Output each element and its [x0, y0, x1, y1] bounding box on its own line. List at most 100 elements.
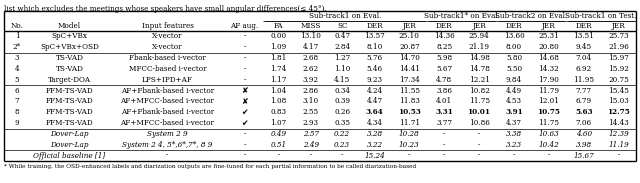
Text: -: -	[166, 152, 169, 160]
Text: 11.79: 11.79	[538, 87, 559, 95]
Text: DER: DER	[436, 22, 452, 30]
Text: 10.01: 10.01	[468, 108, 491, 116]
Text: 3.77: 3.77	[436, 119, 452, 127]
Text: 21.19: 21.19	[468, 43, 490, 51]
Text: 10.75: 10.75	[538, 108, 560, 116]
Text: 11.71: 11.71	[399, 119, 420, 127]
Text: FFM-TS-VAD: FFM-TS-VAD	[45, 97, 93, 105]
Text: 14.41: 14.41	[399, 65, 420, 73]
Text: 8.10: 8.10	[366, 43, 383, 51]
Text: -: -	[310, 152, 312, 160]
Text: Input features: Input features	[141, 22, 193, 30]
Text: 15.92: 15.92	[608, 65, 629, 73]
Text: 14.36: 14.36	[434, 32, 454, 40]
Text: 1.07: 1.07	[271, 119, 287, 127]
Text: 4: 4	[15, 65, 19, 73]
Text: -: -	[243, 141, 246, 149]
Text: 2.49: 2.49	[303, 141, 319, 149]
Text: 7.06: 7.06	[575, 119, 592, 127]
Text: -: -	[243, 32, 246, 40]
Text: 2.84: 2.84	[334, 43, 350, 51]
Text: 5.67: 5.67	[436, 65, 452, 73]
Text: 10.63: 10.63	[538, 130, 559, 138]
Text: 4.60: 4.60	[575, 130, 592, 138]
Text: MISS: MISS	[301, 22, 321, 30]
Text: 13.60: 13.60	[504, 32, 524, 40]
Text: DER: DER	[575, 22, 592, 30]
Text: 2.68: 2.68	[303, 54, 319, 62]
Text: 2*: 2*	[13, 43, 21, 51]
Text: 10.28: 10.28	[399, 130, 420, 138]
Text: -: -	[341, 152, 344, 160]
Text: TS-VAD: TS-VAD	[56, 65, 83, 73]
Text: 17.90: 17.90	[538, 76, 559, 84]
Text: 0.34: 0.34	[334, 87, 350, 95]
Text: 8.00: 8.00	[506, 43, 522, 51]
Text: 6: 6	[15, 87, 19, 95]
Text: 2.93: 2.93	[303, 119, 319, 127]
Text: 11.75: 11.75	[538, 119, 559, 127]
Text: -: -	[548, 152, 550, 160]
Text: System 2 4, 5*,6*,7*, 8 9: System 2 4, 5*,6*,7*, 8 9	[122, 141, 212, 149]
Text: AF aug.: AF aug.	[230, 22, 259, 30]
Text: 25.31: 25.31	[538, 32, 559, 40]
Text: list which excludes the meetings whose speakers have small angular differences(≤: list which excludes the meetings whose s…	[4, 5, 327, 13]
Text: 1: 1	[15, 32, 19, 40]
Text: 4.78: 4.78	[436, 76, 452, 84]
Text: X-vector: X-vector	[152, 43, 182, 51]
Text: 0.39: 0.39	[334, 97, 350, 105]
Text: 10.82: 10.82	[468, 87, 490, 95]
Text: SC: SC	[337, 22, 348, 30]
Text: 4.47: 4.47	[367, 97, 383, 105]
Text: 15.03: 15.03	[608, 97, 629, 105]
Text: 4.01: 4.01	[436, 97, 452, 105]
Text: 3.92: 3.92	[303, 76, 319, 84]
Text: Fbank-based i-vector: Fbank-based i-vector	[129, 54, 206, 62]
Text: 15.24: 15.24	[364, 152, 385, 160]
Text: Sub-track1* on Eval.: Sub-track1* on Eval.	[424, 12, 500, 20]
Text: System 2 9: System 2 9	[147, 130, 188, 138]
Text: AF+Fbank-based i-vector: AF+Fbank-based i-vector	[121, 108, 214, 116]
Text: AF+Fbank-based i-vector: AF+Fbank-based i-vector	[121, 87, 214, 95]
Text: 8.25: 8.25	[436, 43, 452, 51]
Text: FA: FA	[274, 22, 284, 30]
Text: 5.50: 5.50	[506, 65, 522, 73]
Text: Model: Model	[58, 22, 81, 30]
Text: 9: 9	[15, 119, 19, 127]
Text: -: -	[243, 76, 246, 84]
Text: Sub-track1 on Test.: Sub-track1 on Test.	[566, 12, 637, 20]
Text: 9.45: 9.45	[575, 43, 592, 51]
Text: 6.79: 6.79	[575, 97, 592, 105]
Text: 11.75: 11.75	[468, 97, 490, 105]
Text: 5.98: 5.98	[436, 54, 452, 62]
Text: -: -	[478, 152, 481, 160]
Text: 5.63: 5.63	[575, 108, 593, 116]
Text: 13.57: 13.57	[364, 32, 385, 40]
Text: 5.76: 5.76	[367, 54, 383, 62]
Text: 14.98: 14.98	[468, 54, 490, 62]
Text: 14.43: 14.43	[608, 119, 629, 127]
Text: 1.81: 1.81	[271, 54, 287, 62]
Text: -: -	[478, 130, 481, 138]
Text: 3.23: 3.23	[506, 141, 522, 149]
Text: 7: 7	[15, 97, 19, 105]
Text: JER: JER	[612, 22, 625, 30]
Text: Dover-Lap: Dover-Lap	[50, 130, 88, 138]
Text: 14.78: 14.78	[468, 65, 490, 73]
Text: 0.23: 0.23	[334, 141, 350, 149]
Text: 0.47: 0.47	[334, 32, 350, 40]
Text: 25.73: 25.73	[608, 32, 629, 40]
Text: DER: DER	[506, 22, 522, 30]
Text: 21.96: 21.96	[608, 43, 629, 51]
Text: 11.83: 11.83	[399, 97, 420, 105]
Text: 3.31: 3.31	[435, 108, 453, 116]
Text: -: -	[243, 54, 246, 62]
Text: AF+MFCC-based i-vector: AF+MFCC-based i-vector	[120, 119, 214, 127]
Text: 2.55: 2.55	[303, 108, 319, 116]
Text: 1.10: 1.10	[334, 65, 351, 73]
Text: SpC+VBx+OSD: SpC+VBx+OSD	[40, 43, 99, 51]
Text: 5.80: 5.80	[506, 54, 522, 62]
Text: 2.57: 2.57	[303, 130, 319, 138]
Text: 11.95: 11.95	[573, 76, 594, 84]
Text: 10.23: 10.23	[399, 141, 420, 149]
